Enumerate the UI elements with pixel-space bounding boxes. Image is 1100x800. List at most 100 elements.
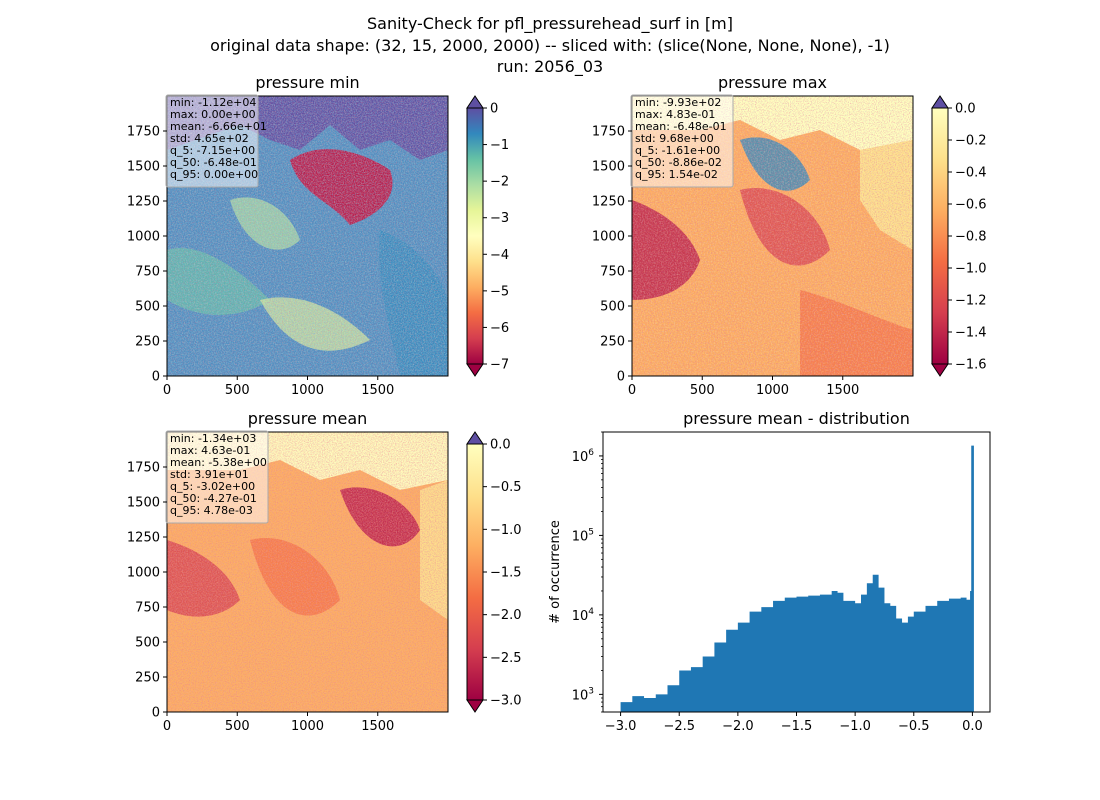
colorbar-tick-label: −0.5 <box>490 480 522 495</box>
x-tick-label: −2.0 <box>722 719 754 734</box>
colorbar: 0.0 −0.5 −1.0 −1.5 −2.0 −2.5 −3.0 <box>466 431 522 713</box>
histogram-bar <box>949 599 961 712</box>
x-tick-label: 0 <box>163 383 171 398</box>
histogram-bar <box>808 596 820 712</box>
histogram-bar <box>785 598 797 712</box>
x-tick-label: −1.5 <box>781 719 813 734</box>
stat-line: q_50: -8.86e-02 <box>635 156 722 169</box>
stat-line: mean: -5.38e+00 <box>170 456 267 469</box>
stat-line: q_95: 4.78e-03 <box>170 504 253 517</box>
x-tick-label: 500 <box>690 383 715 398</box>
colorbar-tick-label: −1.0 <box>490 523 522 538</box>
y-tick-label: 0 <box>617 370 625 385</box>
histogram-bar <box>926 606 938 712</box>
colorbar-tick-label: −7 <box>490 358 509 373</box>
histogram-bar <box>726 630 738 712</box>
histogram-bar <box>832 591 838 712</box>
stat-line: q_95: 1.54e-02 <box>635 168 718 181</box>
panel-pressure-max: pressure max min: -9.93e+02 max: 4.83e-0… <box>592 73 987 398</box>
stat-line: min: -9.93e+02 <box>635 96 721 109</box>
histogram-bar <box>738 623 750 712</box>
x-tick-label: 1000 <box>291 719 324 734</box>
histogram-bar <box>714 642 726 712</box>
x-tick-label: 500 <box>225 719 250 734</box>
figure-title-line-3: run: 2056_03 <box>497 57 603 77</box>
histogram-bar <box>761 607 773 712</box>
colorbar-tick-label: −2.5 <box>490 651 522 666</box>
panel-title: pressure min <box>255 73 359 92</box>
y-axis-label: # of occurrence <box>548 520 563 624</box>
histogram-bar <box>838 593 844 712</box>
stat-line: q_50: -4.27e-01 <box>170 492 257 505</box>
histogram-bar <box>937 601 949 712</box>
y-tick-label: 750 <box>135 265 160 280</box>
histogram-bar <box>773 601 785 712</box>
stat-line: q_50: -6.48e-01 <box>170 156 257 169</box>
histogram-bar <box>656 694 668 712</box>
histogram-bar <box>961 598 967 712</box>
y-tick-label: 250 <box>600 335 625 350</box>
histogram-bar <box>971 446 972 712</box>
colorbar-tick-label: −0.6 <box>955 198 987 213</box>
colorbar-tick-label: −1.2 <box>955 294 987 309</box>
stat-line: max: 0.00e+00 <box>170 108 256 121</box>
colorbar-tick-label: −0.8 <box>955 230 987 245</box>
y-tick-label: 1750 <box>127 125 160 140</box>
stat-line: min: -1.12e+04 <box>170 96 256 109</box>
histogram-bar <box>644 698 656 712</box>
y-tick-label: 1500 <box>127 496 160 511</box>
colorbar-tick-label: −2.0 <box>490 608 522 623</box>
colorbar-tick-label: −0.2 <box>955 134 987 149</box>
colorbar-tick-label: −0.4 <box>955 166 987 181</box>
y-tick-label: 1250 <box>127 195 160 210</box>
x-tick-label: 1000 <box>756 383 789 398</box>
colorbar-tick-label: −3 <box>490 211 509 226</box>
y-tick-label: 1250 <box>592 195 625 210</box>
colorbar-tick-label: −1 <box>490 138 509 153</box>
y-tick-label: 250 <box>135 671 160 686</box>
y-tick-label: 750 <box>135 601 160 616</box>
histogram-bar <box>668 685 680 712</box>
colorbar-tick-label: −2 <box>490 175 509 190</box>
histogram-area <box>620 445 974 712</box>
x-tick-label: −3.0 <box>605 719 637 734</box>
colorbar-tick-label: −5 <box>490 284 509 299</box>
y-tick-label: 106 <box>572 448 595 465</box>
y-tick-label: 500 <box>135 300 160 315</box>
panel-distribution: pressure mean - distribution −3.0 −2.5 −2.… <box>548 409 991 734</box>
x-tick-label: 1000 <box>291 383 324 398</box>
x-axis: 0 500 1000 1500 0 250 500 750 1000 1250 1500 1750 <box>127 461 394 735</box>
colorbar-tick-label: 0.0 <box>490 438 511 453</box>
histogram-bar <box>679 670 691 712</box>
stats-box: min: -1.34e+03 max: 4.63e-01 mean: -5.38… <box>165 430 269 524</box>
y-tick-label: 0 <box>152 706 160 721</box>
y-tick-label: 1000 <box>127 230 160 245</box>
x-tick-label: 500 <box>225 383 250 398</box>
histogram-bar <box>861 595 867 712</box>
stats-box: min: -1.12e+04 max: 0.00e+00 mean: -6.66… <box>165 94 267 188</box>
histogram-bar <box>967 600 971 712</box>
x-tick-label: −0.5 <box>898 719 930 734</box>
colorbar: 0 −1 −2 −3 −4 −5 −6 −7 <box>466 95 509 377</box>
stat-line: std: 4.65e+02 <box>170 132 249 145</box>
histogram-bar <box>884 603 890 712</box>
y-tick-label: 1000 <box>127 566 160 581</box>
histogram-bar <box>890 606 896 712</box>
y-tick-label: 1500 <box>592 160 625 175</box>
panel-title: pressure mean <box>248 409 368 428</box>
histogram-bar <box>843 601 855 712</box>
x-tick-label: 1500 <box>826 383 859 398</box>
histogram-axes: −3.0 −2.5 −2.0 −1.5 −1.0 −0.5 0.0 103 104 105 106 <box>572 431 983 734</box>
histogram-bar <box>797 597 809 712</box>
stat-line: mean: -6.66e+01 <box>170 120 267 133</box>
histogram-bar <box>972 446 974 712</box>
y-tick-label: 500 <box>600 300 625 315</box>
y-tick-label: 250 <box>135 335 160 350</box>
panel-title: pressure mean - distribution <box>683 409 910 428</box>
figure-title-line-2: original data shape: (32, 15, 2000, 2000… <box>210 36 890 55</box>
stat-line: q_5: -7.15e+00 <box>170 144 255 157</box>
stat-line: max: 4.83e-01 <box>635 108 715 121</box>
y-tick-label: 1000 <box>592 230 625 245</box>
histogram-bar <box>820 595 832 712</box>
